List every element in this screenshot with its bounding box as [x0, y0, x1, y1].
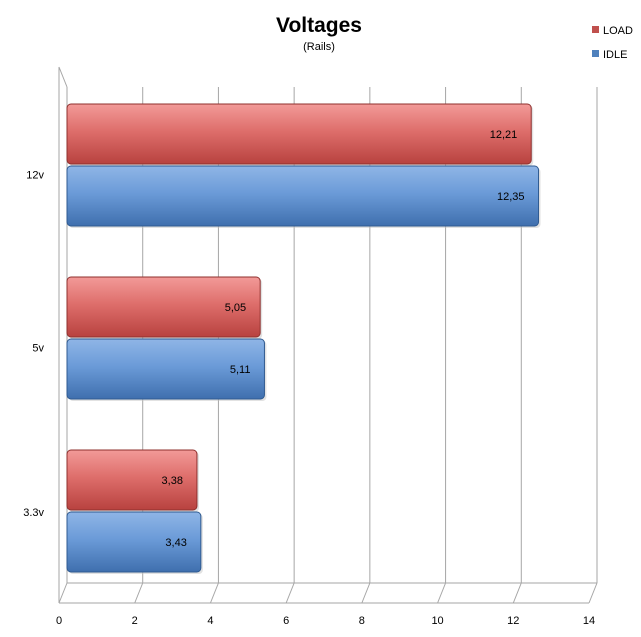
- category-label: 3.3v: [23, 507, 44, 519]
- x-tick-label: 10: [431, 615, 443, 627]
- data-label: 5,11: [230, 364, 251, 376]
- chart-subtitle: (Rails): [303, 41, 335, 53]
- floor-gridline: [512, 582, 522, 604]
- x-tick-label: 8: [359, 615, 365, 627]
- data-label: 5,05: [225, 302, 246, 314]
- floor-gridline: [437, 582, 447, 604]
- load-bar: [66, 276, 261, 338]
- floor-gridline: [58, 582, 68, 604]
- side-wall: [58, 66, 68, 603]
- floor-gridline: [134, 582, 144, 604]
- floor-gridline: [285, 582, 295, 604]
- data-label: 3,38: [162, 475, 183, 487]
- load-bar: [66, 103, 532, 165]
- legend-swatch-idle: [592, 50, 599, 57]
- category-label: 5v: [32, 343, 44, 355]
- floor-gridline: [209, 582, 219, 604]
- x-tick-label: 2: [132, 615, 138, 627]
- floor-gridline: [588, 582, 598, 604]
- x-tick-label: 14: [583, 615, 595, 627]
- data-label: 12,35: [497, 191, 525, 203]
- x-tick-label: 12: [507, 615, 519, 627]
- x-tick-label: 6: [283, 615, 289, 627]
- idle-bar: [66, 165, 540, 227]
- legend-label-load: LOAD: [603, 25, 633, 37]
- legend: LOAD IDLE: [592, 25, 633, 61]
- category-label: 12v: [26, 170, 44, 182]
- load-bar: [66, 449, 198, 511]
- idle-bar: [66, 338, 265, 400]
- x-tick-label: 0: [56, 615, 62, 627]
- data-label: 12,21: [490, 129, 518, 141]
- floor-gridline: [361, 582, 371, 604]
- x-tick-label: 4: [207, 615, 213, 627]
- data-label: 3,43: [165, 537, 186, 549]
- idle-bar: [66, 511, 202, 573]
- chart-title: Voltages: [276, 14, 362, 37]
- legend-swatch-load: [592, 26, 599, 33]
- plot-area: 0 2 4 6 8 10 12 14 12v 12,21 12,35 5v 5,05 5,11 3.3v 3,…: [23, 66, 598, 627]
- legend-label-idle: IDLE: [603, 49, 627, 61]
